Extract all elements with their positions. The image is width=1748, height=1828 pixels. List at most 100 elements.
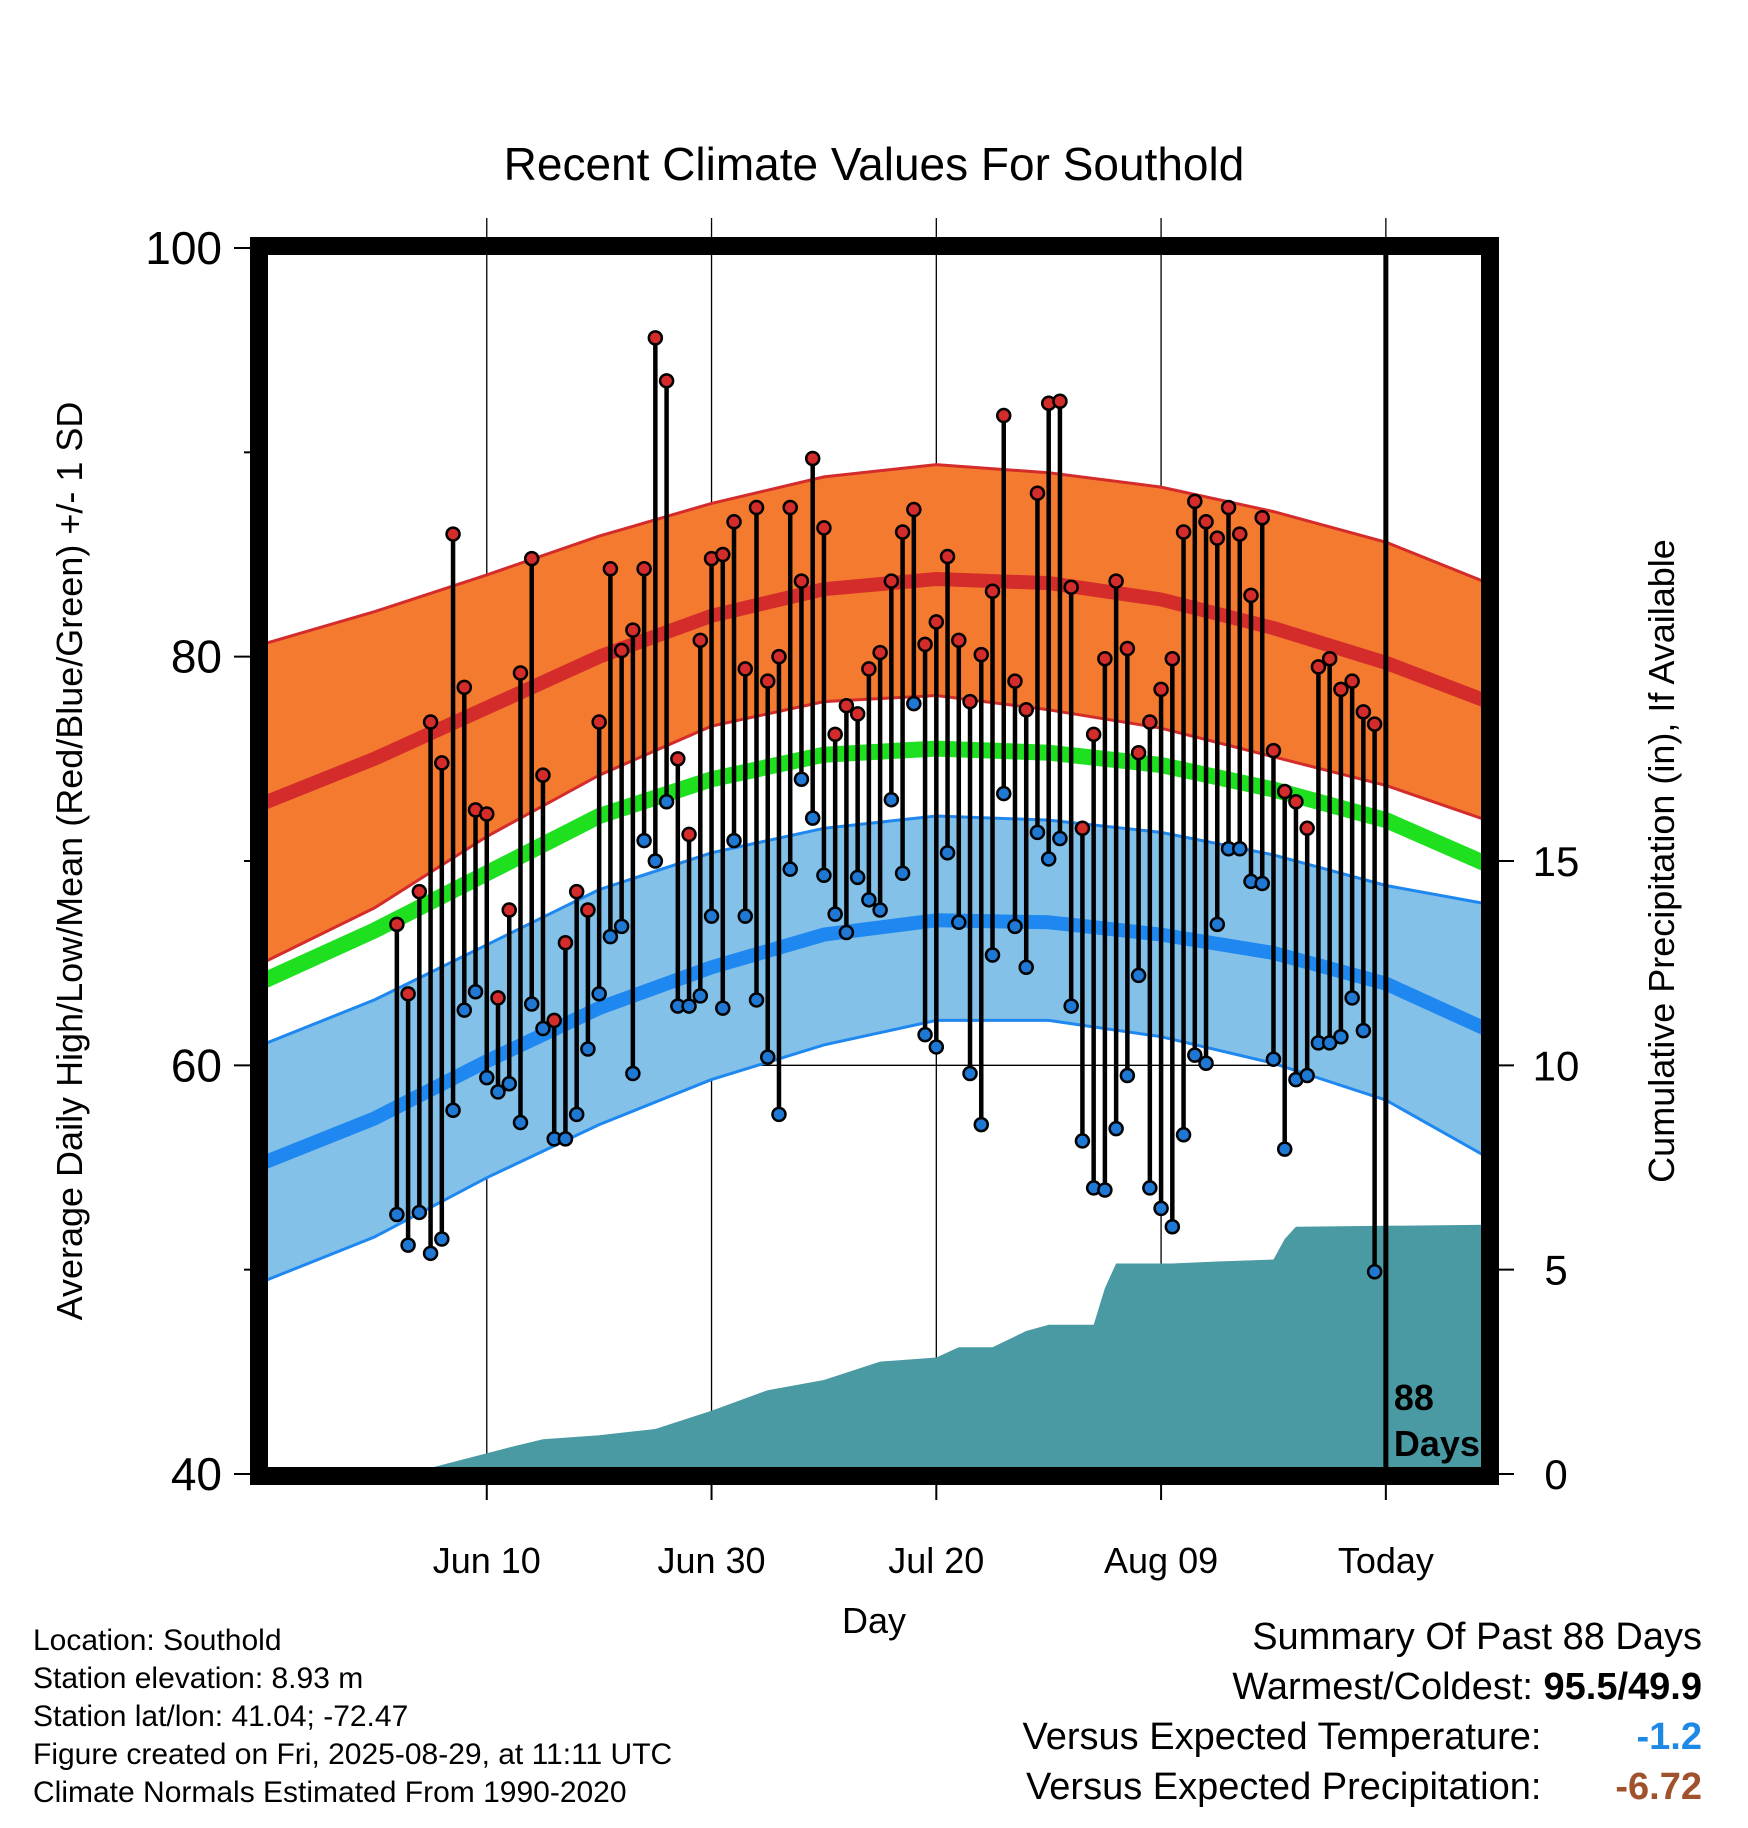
high-point	[389, 916, 405, 933]
station-info: Location: Southold Station elevation: 8.…	[33, 1622, 672, 1812]
high-point	[1321, 650, 1338, 667]
precip-value: -6.72	[1615, 1766, 1702, 1808]
precip-fill	[396, 1224, 1487, 1474]
low-point	[434, 1231, 450, 1247]
low-point	[681, 998, 697, 1014]
y2-tick-label: 15	[1533, 838, 1580, 885]
high-point	[1276, 783, 1293, 800]
y-tick-label: 80	[171, 631, 222, 683]
high-sd-band	[262, 464, 1487, 964]
low-point	[647, 853, 664, 869]
low-point	[422, 1245, 439, 1262]
low-point	[389, 1206, 405, 1223]
high-point	[557, 934, 574, 951]
low-point	[568, 1106, 585, 1123]
high-point	[1142, 714, 1158, 730]
low-point	[1175, 1127, 1192, 1143]
high-point	[917, 636, 933, 653]
low-point	[928, 1039, 945, 1055]
low-point	[1052, 830, 1068, 847]
high-point	[1164, 650, 1181, 667]
days-count-label: 88	[1394, 1377, 1434, 1418]
high-point	[1209, 530, 1226, 546]
low-point	[748, 992, 765, 1008]
plot-frame	[250, 237, 1499, 1485]
high-point	[849, 706, 866, 722]
low-point	[816, 867, 832, 884]
daily-range-bars	[394, 337, 1377, 1272]
low-point	[703, 908, 720, 924]
low-point	[557, 1131, 574, 1147]
high-sd-band-upper-edge	[262, 463, 1487, 646]
summary-precip: Versus Expected Precipitation: -6.72	[1023, 1762, 1702, 1812]
high-point	[804, 450, 821, 467]
x-axis-label: Day	[842, 1600, 906, 1641]
low-sd-band-lower-edge	[262, 1018, 1487, 1284]
low-point	[523, 996, 540, 1012]
high-point	[793, 573, 810, 589]
low-point	[1276, 1141, 1293, 1157]
high-point	[726, 514, 742, 530]
low-point	[917, 1026, 933, 1043]
high-point	[1130, 744, 1147, 761]
low-point	[1366, 1263, 1383, 1280]
high-point	[1344, 673, 1360, 689]
high-point	[838, 697, 855, 714]
high-point	[748, 499, 765, 516]
low-point	[602, 928, 619, 945]
low-point	[1130, 967, 1147, 984]
high-point	[411, 883, 428, 900]
high-point	[894, 524, 911, 540]
low-point	[1299, 1067, 1315, 1084]
low-point	[951, 914, 967, 931]
high-point	[995, 407, 1012, 424]
high-point	[984, 583, 1001, 600]
high-point	[1052, 393, 1068, 409]
low-point	[479, 1069, 495, 1086]
high-point	[456, 679, 473, 696]
high-point	[771, 648, 787, 665]
high-point	[973, 646, 990, 663]
high-point	[939, 548, 956, 565]
high-point	[928, 614, 945, 630]
high-point	[670, 751, 686, 767]
low-mean-line	[262, 913, 1487, 1170]
low-point	[906, 695, 922, 712]
high-point	[613, 642, 630, 659]
y2-tick-label: 5	[1544, 1247, 1567, 1294]
high-point	[759, 673, 776, 689]
low-point	[1198, 1055, 1214, 1072]
y-tick-label: 40	[171, 1448, 222, 1500]
high-point	[1097, 650, 1113, 667]
high-point	[1119, 640, 1136, 657]
high-point	[602, 561, 619, 577]
high-point	[872, 644, 888, 661]
high-point	[962, 693, 978, 710]
high-point	[580, 902, 596, 918]
high-point	[400, 986, 416, 1002]
low-point	[726, 832, 742, 849]
low-point	[1029, 824, 1046, 841]
y2-axis-ticks: 15 10 5 0	[1494, 838, 1579, 1498]
low-point	[793, 771, 810, 788]
low-point	[1142, 1180, 1158, 1196]
low-point	[995, 785, 1012, 802]
daily-points	[389, 330, 1383, 1280]
high-point	[501, 902, 517, 918]
high-point	[625, 622, 641, 638]
low-point	[580, 1041, 596, 1057]
low-point	[1254, 875, 1270, 892]
high-point	[512, 665, 529, 681]
high-point	[883, 573, 900, 589]
low-point	[1344, 990, 1360, 1006]
x-tick-label: Today	[1338, 1540, 1434, 1581]
high-point	[523, 550, 540, 567]
x-tick-label: Jul 20	[888, 1540, 984, 1581]
temp-label: Versus Expected Temperature:	[1022, 1716, 1542, 1758]
low-point	[625, 1065, 641, 1082]
high-point	[1265, 742, 1282, 759]
high-point	[681, 826, 697, 843]
high-point	[1063, 579, 1079, 595]
low-point	[1063, 998, 1079, 1014]
high-point	[715, 546, 731, 563]
